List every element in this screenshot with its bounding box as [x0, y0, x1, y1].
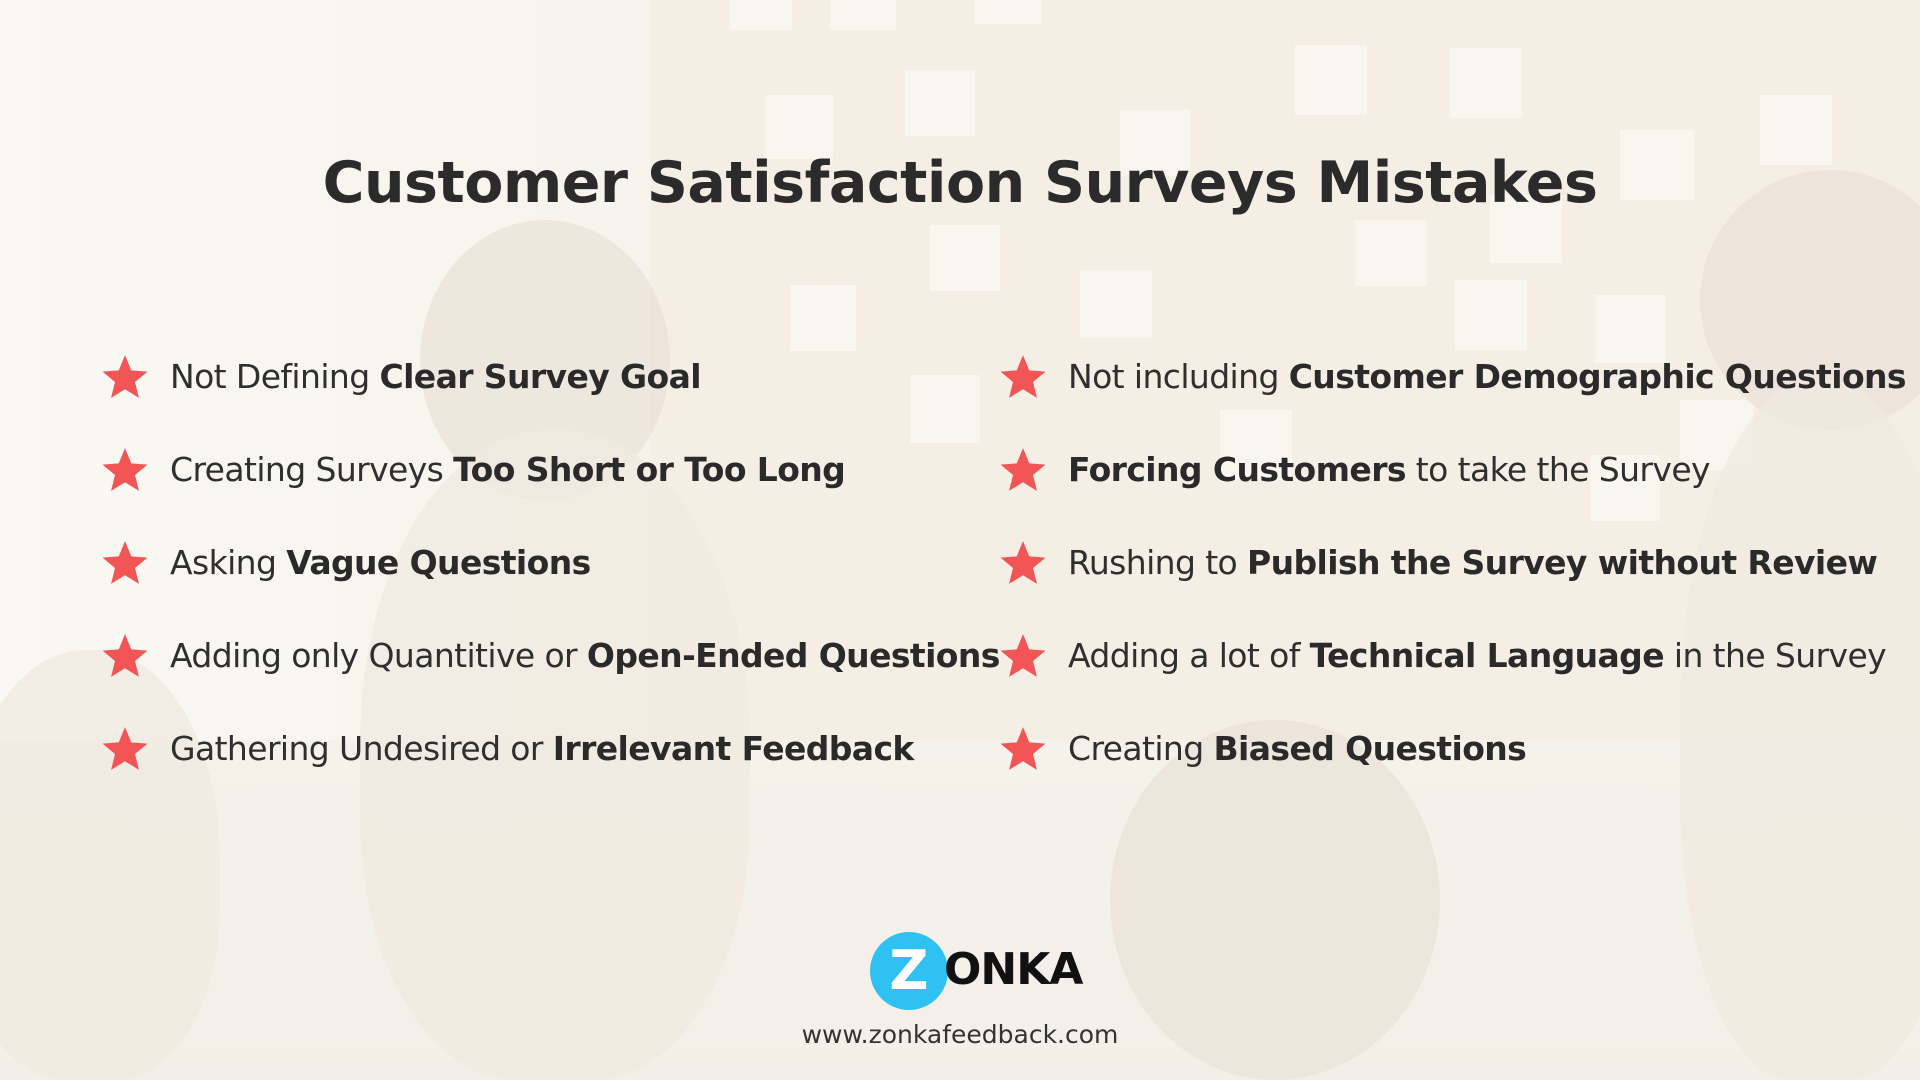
star-icon	[998, 631, 1048, 681]
list-item: Adding a lot of Technical Language in th…	[998, 609, 1906, 702]
star-icon	[100, 631, 150, 681]
list-item: Not including Customer Demographic Quest…	[998, 330, 1907, 423]
list-item: Creating Surveys Too Short or Too Long	[100, 423, 1000, 516]
mistakes-list-left: Not Defining Clear Survey Goal Creating …	[100, 330, 1000, 795]
website-url: www.zonkafeedback.com	[801, 1020, 1119, 1049]
list-item: Asking Vague Questions	[100, 516, 1000, 609]
star-icon	[998, 538, 1048, 588]
star-icon	[998, 445, 1048, 495]
star-icon	[998, 352, 1048, 402]
star-icon	[100, 538, 150, 588]
list-item: Forcing Customers to take the Survey	[998, 423, 1906, 516]
star-icon	[100, 724, 150, 774]
list-item: Not Defining Clear Survey Goal	[100, 330, 1000, 423]
mistakes-list-right: Not including Customer Demographic Quest…	[998, 330, 1907, 795]
zonka-logo: Z ONKA	[870, 932, 1083, 1012]
list-item: Creating Biased Questions	[998, 702, 1906, 795]
page-title: Customer Satisfaction Surveys Mistakes	[322, 150, 1598, 216]
logo-circle	[870, 932, 948, 1010]
logo-initial: Z	[889, 939, 929, 1002]
star-icon	[998, 724, 1048, 774]
list-item: Rushing to Publish the Survey without Re…	[998, 516, 1906, 609]
list-item: Gathering Undesired or Irrelevant Feedba…	[100, 702, 1000, 795]
star-icon	[100, 445, 150, 495]
logo-wordmark: ONKA	[944, 944, 1083, 995]
star-icon	[100, 352, 150, 402]
list-item: Adding only Quantitive or Open-Ended Que…	[100, 609, 1000, 702]
